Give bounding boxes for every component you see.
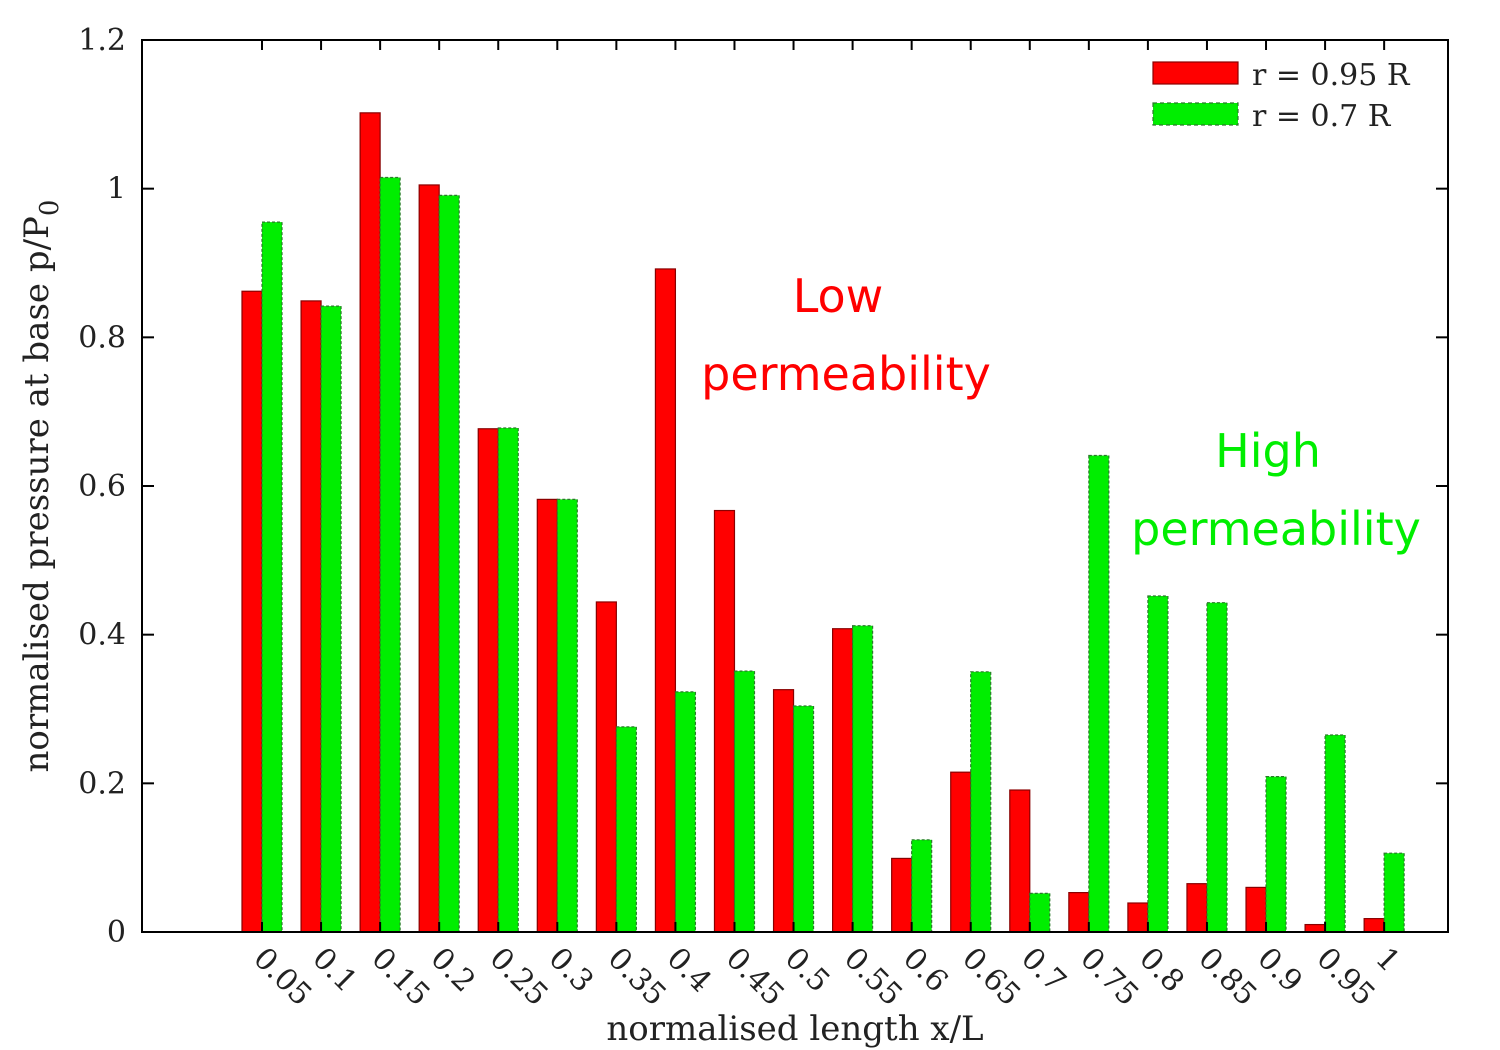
bar-r095-0.4 xyxy=(654,268,677,933)
bar-r095-0.45 xyxy=(713,509,736,933)
bar-r095-0.1 xyxy=(300,300,322,933)
x-tick-label: 0.75 xyxy=(1073,941,1145,1013)
y-tick-label: 1 xyxy=(107,172,126,207)
bar-r095-0.3 xyxy=(536,498,558,933)
y-tick-label: 1.2 xyxy=(78,23,126,58)
bar-r07-0.9 xyxy=(1265,776,1287,933)
bar-r095-0.6 xyxy=(891,857,913,933)
x-tick-label: 0.85 xyxy=(1191,941,1263,1013)
bar-r095-1 xyxy=(1363,918,1385,933)
bar-r095-0.7 xyxy=(1009,789,1031,933)
bar-r07-0.5 xyxy=(792,705,815,933)
bars-group xyxy=(241,112,1405,933)
y-tick-label: 0.2 xyxy=(78,766,126,801)
bar-r07-0.25 xyxy=(497,427,519,933)
x-tick-label: 0.45 xyxy=(719,941,791,1013)
y-tick-label: 0.8 xyxy=(78,320,126,355)
x-axis: 0.050.1 0.150.2 0.250.3 0.350.4 0.450.5 0.550… xyxy=(246,40,1407,1013)
bar-r07-0.55 xyxy=(851,625,874,933)
bar-r07-0.2 xyxy=(438,194,460,933)
x-tick-label: 0.65 xyxy=(955,941,1027,1013)
bar-r095-0.15 xyxy=(359,112,381,933)
bar-r095-0.2 xyxy=(418,184,440,933)
annotation-low-permeability: Low permeability xyxy=(701,269,991,401)
x-tick-label: 0.25 xyxy=(483,941,555,1013)
y-tick-label: 0.4 xyxy=(78,618,126,653)
bar-r095-0.9 xyxy=(1245,886,1267,933)
bar-r07-0.95 xyxy=(1324,734,1346,933)
bar-r095-0.35 xyxy=(595,601,617,933)
bar-r07-0.75 xyxy=(1088,454,1110,933)
bar-r07-1 xyxy=(1383,852,1405,933)
annotation-high-permeability: High permeability xyxy=(1131,424,1421,556)
annotation-high-line2: permeability xyxy=(1131,502,1421,556)
y-axis-label-subscript: 0 xyxy=(35,200,65,217)
bar-r095-0.65 xyxy=(950,771,972,933)
legend-label-r07: r = 0.7 R xyxy=(1252,99,1392,134)
legend: r = 0.95 R r = 0.7 R xyxy=(1152,58,1411,134)
bar-r095-0.95 xyxy=(1304,923,1326,933)
x-tick-label: 0.05 xyxy=(246,941,318,1013)
bar-r07-0.8 xyxy=(1147,595,1169,933)
y-axis-label: normalised pressure at base p/P0 xyxy=(17,200,65,773)
x-tick-label: 0.95 xyxy=(1309,941,1381,1013)
x-tick-label: 0.55 xyxy=(837,941,909,1013)
annotation-low-line1: Low xyxy=(793,269,884,323)
legend-label-r095: r = 0.95 R xyxy=(1252,58,1411,93)
bar-r07-0.45 xyxy=(733,670,756,933)
annotation-high-line1: High xyxy=(1215,424,1321,478)
annotation-low-line2: permeability xyxy=(701,347,991,401)
bar-r07-0.05 xyxy=(261,221,283,933)
x-tick-label: 1 xyxy=(1368,941,1406,979)
bar-r095-0.05 xyxy=(241,290,263,933)
y-tick-label: 0.6 xyxy=(78,469,126,504)
bar-r095-0.8 xyxy=(1127,902,1149,933)
bar-r07-0.15 xyxy=(379,176,401,933)
x-tick-label: 0.35 xyxy=(601,941,673,1013)
x-axis-label: normalised length x/L xyxy=(606,1009,983,1049)
y-axis-label-main: normalised pressure at base p/P xyxy=(17,216,57,772)
y-tick-label: 0 xyxy=(107,915,126,950)
legend-swatch-r07 xyxy=(1152,102,1239,126)
bar-r07-0.85 xyxy=(1206,602,1228,933)
bar-r07-0.6 xyxy=(911,839,933,933)
bar-r07-0.35 xyxy=(615,726,637,933)
bar-r095-0.5 xyxy=(772,689,795,933)
bar-r095-0.55 xyxy=(831,628,854,933)
x-tick-label: 0.15 xyxy=(364,941,436,1013)
y-axis: 0 0.2 0.4 0.6 0.8 1 1.2 xyxy=(78,23,1448,950)
bar-r07-0.3 xyxy=(556,498,578,933)
legend-swatch-r095 xyxy=(1152,61,1239,85)
bar-r07-0.1 xyxy=(320,305,342,933)
bar-r07-0.65 xyxy=(970,671,992,933)
bar-r095-0.25 xyxy=(477,428,499,933)
bar-r07-0.7 xyxy=(1029,892,1051,933)
bar-r095-0.85 xyxy=(1186,883,1208,933)
bar-r07-0.4 xyxy=(674,691,697,933)
bar-r095-0.75 xyxy=(1068,892,1090,933)
